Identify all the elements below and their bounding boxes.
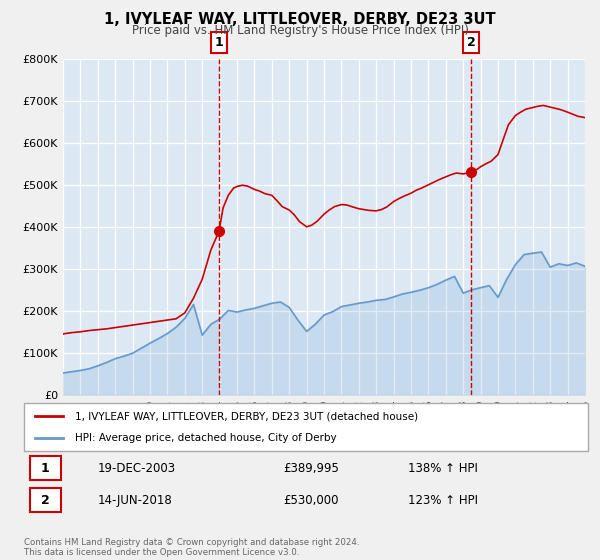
Text: Price paid vs. HM Land Registry's House Price Index (HPI): Price paid vs. HM Land Registry's House … xyxy=(131,24,469,37)
Text: 138% ↑ HPI: 138% ↑ HPI xyxy=(407,461,478,475)
Text: 1, IVYLEAF WAY, LITTLEOVER, DERBY, DE23 3UT: 1, IVYLEAF WAY, LITTLEOVER, DERBY, DE23 … xyxy=(104,12,496,27)
Text: £389,995: £389,995 xyxy=(283,461,340,475)
Text: 2: 2 xyxy=(41,493,50,507)
Text: 14-JUN-2018: 14-JUN-2018 xyxy=(97,493,172,507)
FancyBboxPatch shape xyxy=(29,488,61,512)
Text: 1: 1 xyxy=(215,35,223,49)
Text: 2: 2 xyxy=(467,35,475,49)
Text: HPI: Average price, detached house, City of Derby: HPI: Average price, detached house, City… xyxy=(75,433,337,443)
Text: 1: 1 xyxy=(41,461,50,475)
Text: 123% ↑ HPI: 123% ↑ HPI xyxy=(407,493,478,507)
Text: 1, IVYLEAF WAY, LITTLEOVER, DERBY, DE23 3UT (detached house): 1, IVYLEAF WAY, LITTLEOVER, DERBY, DE23 … xyxy=(75,411,418,421)
FancyBboxPatch shape xyxy=(29,456,61,480)
Text: £530,000: £530,000 xyxy=(283,493,339,507)
Text: 19-DEC-2003: 19-DEC-2003 xyxy=(97,461,175,475)
Text: Contains HM Land Registry data © Crown copyright and database right 2024.
This d: Contains HM Land Registry data © Crown c… xyxy=(24,538,359,557)
